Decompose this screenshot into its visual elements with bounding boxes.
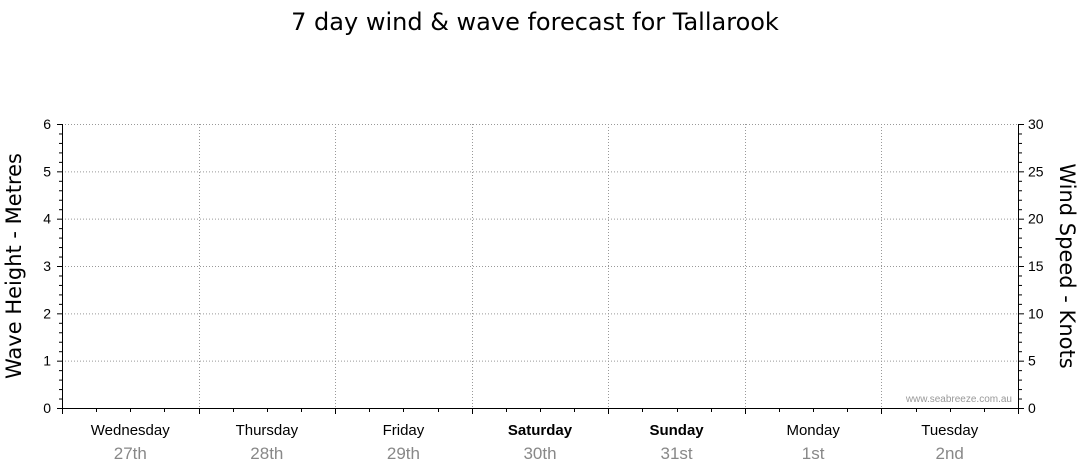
left-axis: 0 1 2 3 4 5 6 (43, 116, 63, 416)
left-tick-label: 1 (43, 353, 51, 369)
gridlines (62, 124, 1018, 408)
right-tick-label: 0 (1028, 400, 1036, 416)
day-label: Tuesday (921, 422, 978, 439)
right-axis: 0 5 10 15 20 25 30 (1018, 116, 1044, 416)
date-label: 1st (802, 444, 825, 463)
left-tick-label: 6 (43, 116, 51, 132)
day-label: Sunday (649, 422, 704, 439)
date-label: 30th (523, 444, 556, 463)
day-label: Saturday (508, 422, 573, 439)
left-axis-title: Wave Height - Metres (2, 153, 26, 379)
x-axis: Wednesday 27th Thursday 28th Friday 29th Satur… (62, 408, 1019, 463)
left-tick-label: 2 (43, 305, 51, 321)
date-label: 28th (250, 444, 283, 463)
date-label: 2nd (936, 444, 964, 463)
left-tick-label: 4 (43, 211, 51, 227)
right-tick-label: 5 (1028, 353, 1036, 369)
right-tick-label: 10 (1028, 305, 1044, 321)
right-tick-label: 30 (1028, 116, 1044, 132)
left-tick-label: 0 (43, 400, 51, 416)
right-tick-label: 15 (1028, 258, 1044, 274)
date-label: 29th (387, 444, 420, 463)
left-tick-label: 3 (43, 258, 51, 274)
left-tick-label: 5 (43, 163, 51, 179)
right-axis-title: Wind Speed - Knots (1055, 163, 1079, 368)
day-label: Wednesday (91, 422, 170, 439)
day-label: Thursday (236, 422, 299, 439)
right-tick-label: 20 (1028, 211, 1044, 227)
day-label: Monday (786, 422, 840, 439)
watermark: www.seabreeze.com.au (905, 394, 1012, 405)
date-label: 31st (661, 444, 693, 463)
date-label: 27th (114, 444, 147, 463)
right-tick-label: 25 (1028, 163, 1044, 179)
chart-title: 7 day wind & wave forecast for Tallarook (291, 8, 779, 36)
day-label: Friday (383, 422, 425, 439)
